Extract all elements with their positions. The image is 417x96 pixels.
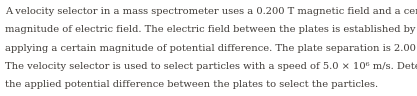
Text: applying a certain magnitude of potential difference. The plate separation is 2.: applying a certain magnitude of potentia…	[5, 44, 417, 53]
Text: A velocity selector in a mass spectrometer uses a 0.200 T magnetic field and a c: A velocity selector in a mass spectromet…	[5, 7, 417, 16]
Text: magnitude of electric field. The electric field between the plates is establishe: magnitude of electric field. The electri…	[5, 25, 415, 34]
Text: the applied potential difference between the plates to select the particles.: the applied potential difference between…	[5, 80, 378, 89]
Text: The velocity selector is used to select particles with a speed of 5.0 × 10⁶ m/s.: The velocity selector is used to select …	[5, 62, 417, 71]
